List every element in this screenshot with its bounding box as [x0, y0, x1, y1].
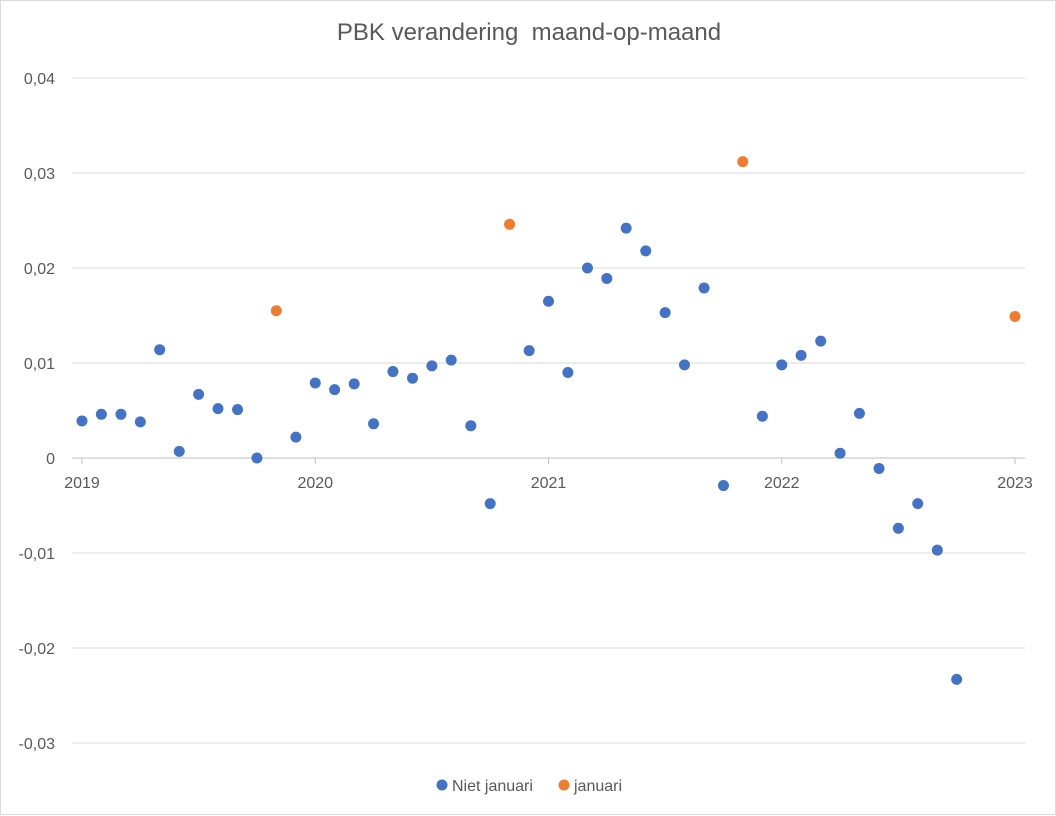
data-point-niet-januari: [348, 378, 360, 390]
data-point-niet-januari: [232, 404, 244, 416]
data-point-januari: [1009, 310, 1021, 322]
data-point-niet-januari: [368, 418, 380, 430]
data-point-niet-januari: [698, 282, 710, 294]
data-point-niet-januari: [173, 445, 185, 457]
data-point-niet-januari: [873, 462, 885, 474]
x-tick-label: 2022: [764, 475, 800, 492]
data-point-niet-januari: [465, 420, 477, 432]
gridlines: [72, 77, 1025, 744]
data-point-niet-januari: [543, 295, 554, 307]
data-point-januari: [270, 305, 282, 317]
data-point-niet-januari: [290, 431, 302, 443]
data-point-niet-januari: [620, 222, 632, 234]
x-tick-label: 2020: [297, 475, 333, 492]
data-point-niet-januari: [795, 349, 807, 361]
data-point-niet-januari: [95, 408, 107, 420]
y-tick-label: -0,03: [19, 736, 56, 753]
data-point-niet-januari: [581, 262, 593, 274]
data-point-niet-januari: [815, 335, 827, 347]
data-point-niet-januari: [659, 307, 671, 319]
y-tick-label: 0,01: [24, 356, 55, 373]
y-axis-tick-labels: 0,04 0,03 0,02 0,01 0 -0,01 -0,02 -0,03: [19, 71, 56, 753]
data-point-niet-januari: [601, 272, 613, 284]
legend: Niet januari januari: [436, 778, 622, 795]
data-point-niet-januari: [115, 408, 127, 420]
data-point-niet-januari: [445, 354, 457, 366]
data-point-niet-januari: [387, 366, 399, 378]
data-point-niet-januari: [426, 360, 438, 372]
chart-title: PBK verandering maand-op-maand: [336, 19, 722, 46]
data-point-niet-januari: [76, 415, 88, 427]
data-point-niet-januari: [193, 388, 205, 400]
y-tick-label: -0,02: [19, 641, 56, 658]
legend-marker: [436, 779, 448, 791]
y-tick-label: 0,04: [24, 71, 55, 88]
data-point-niet-januari: [251, 452, 263, 464]
data-point-niet-januari: [484, 498, 496, 510]
data-point-niet-januari: [776, 359, 788, 371]
data-point-niet-januari: [931, 544, 943, 556]
data-point-niet-januari: [912, 498, 924, 510]
data-point-niet-januari: [154, 344, 166, 356]
legend-label: januari: [573, 778, 622, 795]
x-axis-tick-labels: 2019 2020 2021 2022 2023: [64, 475, 1033, 492]
x-tick-label: 2021: [531, 475, 567, 492]
y-tick-label: -0,01: [19, 546, 56, 563]
data-point-niet-januari: [756, 410, 768, 422]
data-point-niet-januari: [892, 522, 904, 534]
data-point-niet-januari: [134, 416, 146, 428]
legend-label: Niet januari: [452, 778, 533, 795]
legend-marker: [558, 779, 570, 791]
y-tick-label: 0,03: [24, 166, 55, 183]
data-point-niet-januari: [717, 480, 729, 492]
data-point-niet-januari: [853, 407, 865, 419]
data-point-niet-januari: [212, 403, 224, 415]
data-point-niet-januari: [329, 384, 341, 396]
data-points: [76, 156, 1021, 685]
x-tick-label: 2019: [64, 475, 100, 492]
data-point-januari: [504, 218, 516, 230]
data-point-niet-januari: [640, 245, 652, 257]
data-point-niet-januari: [834, 447, 846, 459]
data-point-niet-januari: [523, 345, 535, 357]
data-point-niet-januari: [562, 367, 574, 378]
data-point-niet-januari: [951, 673, 963, 685]
y-tick-label: 0: [46, 451, 55, 468]
data-point-januari: [737, 156, 749, 168]
data-point-niet-januari: [407, 372, 419, 384]
data-point-niet-januari: [309, 377, 321, 389]
data-point-niet-januari: [678, 359, 690, 371]
x-tick-label: 2023: [997, 475, 1033, 492]
y-tick-label: 0,02: [24, 261, 55, 278]
